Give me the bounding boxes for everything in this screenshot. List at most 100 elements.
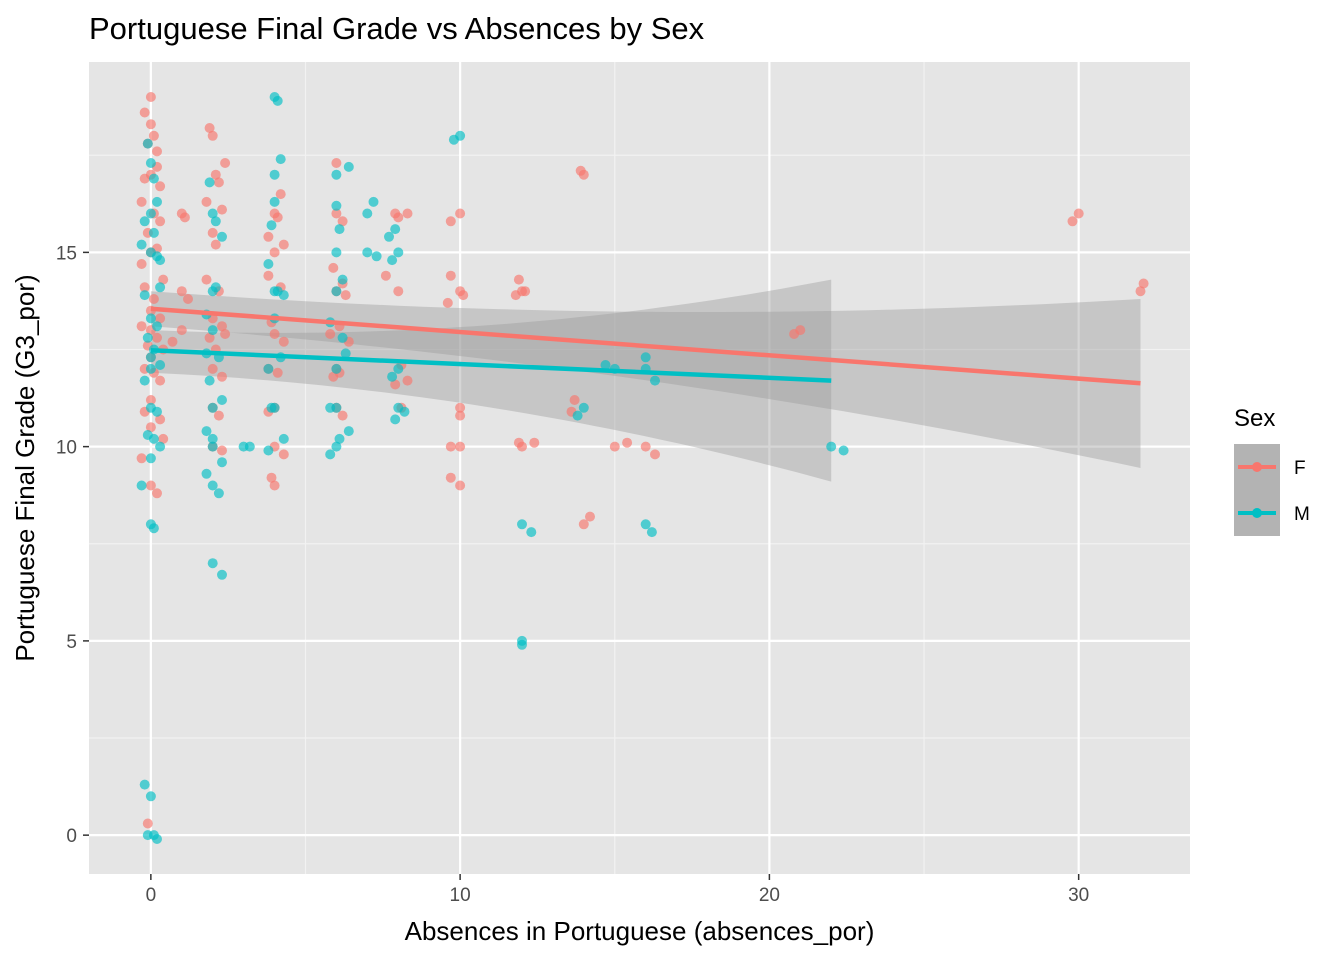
y-tick-label: 10 (56, 438, 77, 459)
data-point-F (266, 472, 277, 483)
data-point-M (343, 161, 354, 172)
data-point-M (145, 453, 156, 464)
data-point-F (204, 332, 215, 343)
confidence-band-F (150, 291, 1141, 468)
data-point-M (278, 433, 289, 444)
data-point-F (148, 294, 159, 304)
data-point-F (207, 130, 218, 141)
data-point-M (145, 791, 156, 802)
data-point-M (155, 360, 166, 370)
data-point-F (393, 212, 404, 223)
data-point-M (152, 321, 162, 332)
data-point-F (167, 336, 178, 347)
legend-title: Sex (1234, 405, 1275, 432)
data-point-F (337, 216, 348, 227)
data-point-F (445, 270, 456, 281)
data-point-F (278, 336, 289, 347)
data-point-M (269, 169, 280, 180)
data-point-F (272, 212, 283, 223)
data-point-M (362, 208, 373, 219)
data-point-F (325, 329, 336, 339)
data-point-M (217, 457, 227, 468)
data-point-M (136, 480, 147, 491)
data-point-F (217, 371, 227, 382)
data-point-F (445, 216, 456, 227)
data-point-M (207, 433, 218, 444)
data-point-M (650, 375, 660, 386)
data-point-M (148, 227, 159, 238)
y-axis-title: Portuguese Final Grade (G3_por) (10, 274, 40, 661)
data-point-M (152, 406, 162, 417)
data-point-F (136, 196, 147, 207)
data-point-F (176, 325, 187, 336)
data-point-F (210, 239, 221, 250)
data-point-M (217, 395, 227, 405)
plot-panel (89, 62, 1190, 874)
data-point-M (399, 406, 410, 417)
data-point-M (201, 426, 212, 437)
data-point-F (152, 146, 162, 157)
data-point-F (145, 119, 156, 130)
data-point-F (155, 414, 166, 425)
data-point-F (510, 290, 521, 301)
y-tick-label: 15 (56, 243, 77, 264)
data-point-F (529, 437, 540, 448)
data-point-F (139, 107, 150, 118)
data-point-M (826, 441, 837, 452)
grid-major (89, 62, 1190, 874)
data-point-M (207, 325, 218, 336)
data-point-F (640, 441, 651, 452)
data-point-M (213, 488, 224, 499)
data-point-M (263, 445, 274, 456)
data-point-M (337, 332, 348, 343)
data-point-F (578, 519, 589, 530)
data-point-F (155, 313, 166, 324)
data-point-F (585, 511, 595, 522)
data-point-F (217, 321, 227, 332)
data-point-M (263, 259, 274, 269)
data-point-M (145, 352, 156, 363)
data-point-F (331, 208, 342, 219)
data-point-M (145, 158, 156, 168)
data-point-M (204, 177, 215, 188)
data-point-M (337, 274, 348, 285)
data-point-M (269, 196, 280, 207)
data-point-M (278, 290, 289, 301)
data-point-F (263, 270, 274, 281)
data-point-F (275, 189, 286, 200)
data-point-M (838, 445, 849, 456)
data-point-M (600, 360, 611, 370)
data-point-F (1067, 216, 1078, 227)
data-point-M (266, 402, 277, 413)
data-point-F (201, 196, 212, 207)
data-point-F (179, 212, 190, 223)
data-point-F (158, 274, 169, 285)
data-point-F (455, 402, 466, 413)
data-point-M (155, 255, 166, 266)
data-point-F (337, 410, 348, 421)
data-point-M (393, 363, 404, 374)
data-point-M (517, 519, 527, 530)
data-point-F (609, 441, 620, 452)
data-point-F (517, 441, 527, 452)
data-point-M (390, 224, 401, 235)
data-point-F (455, 410, 466, 421)
data-point-M (331, 286, 342, 297)
data-point-F (183, 294, 193, 304)
data-point-F (520, 286, 531, 297)
y-axis: 0 5 10 15 (56, 243, 89, 847)
data-point-F (158, 433, 169, 444)
data-point-F (142, 818, 153, 829)
grid-minor (89, 62, 1190, 874)
fit-line-F (150, 306, 1141, 386)
data-point-F (217, 445, 227, 456)
data-point-M (207, 402, 218, 413)
data-point-M (390, 414, 401, 425)
data-point-M (152, 834, 162, 844)
data-point-F (136, 453, 147, 464)
legend-label-M: M (1294, 504, 1310, 525)
data-point-M (217, 569, 227, 580)
data-point-M (139, 779, 150, 790)
legend-key-point-M (1252, 508, 1262, 518)
data-point-M (325, 402, 336, 413)
